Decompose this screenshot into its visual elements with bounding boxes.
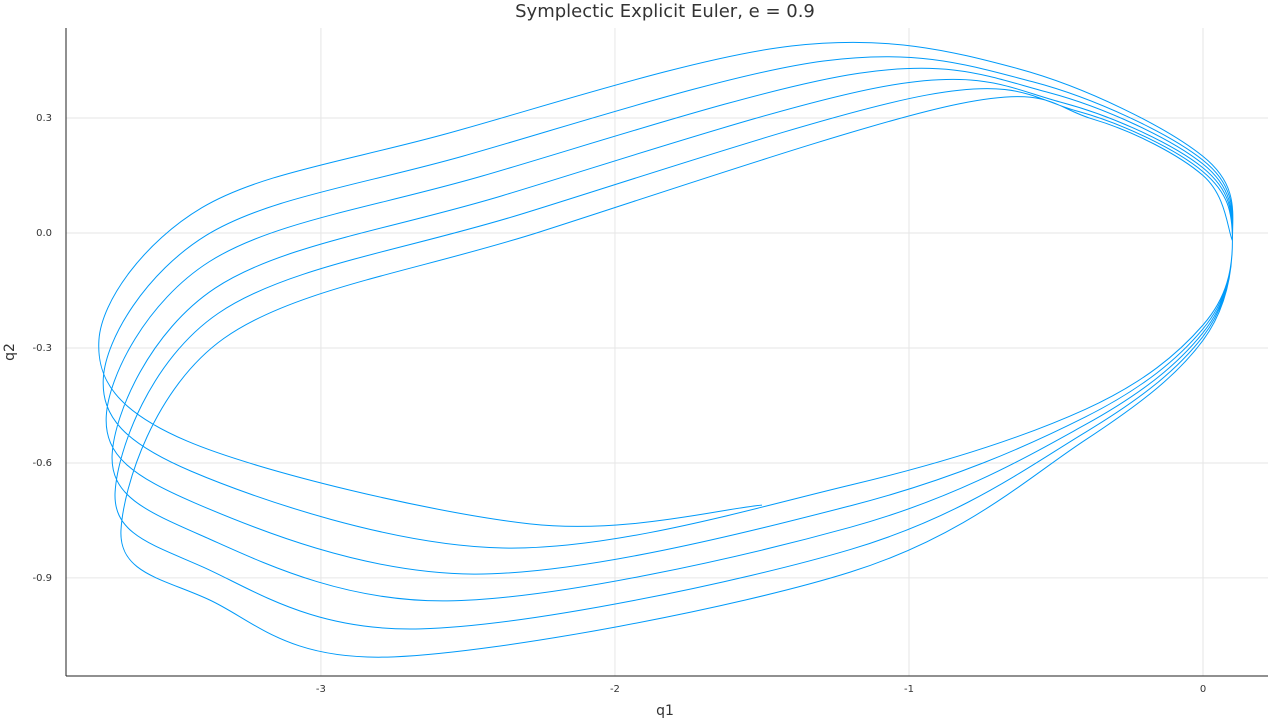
x-tick-label: -3 (316, 684, 326, 695)
orbit-line (98, 41, 1234, 658)
y-axis-label: q2 (2, 343, 18, 361)
x-tick-label: -2 (610, 684, 620, 695)
chart-title: Symplectic Explicit Euler, e = 0.9 (515, 1, 815, 22)
y-tick-label: -0.6 (32, 458, 52, 469)
x-tick-label: -1 (904, 684, 914, 695)
y-tick-label: 0.0 (36, 228, 52, 239)
x-axis-label: q1 (656, 703, 674, 719)
x-tick-label: 0 (1200, 684, 1206, 695)
y-tick-label: -0.9 (32, 573, 52, 584)
y-tick-label: 0.3 (36, 113, 52, 124)
y-tick-label: -0.3 (32, 343, 52, 354)
